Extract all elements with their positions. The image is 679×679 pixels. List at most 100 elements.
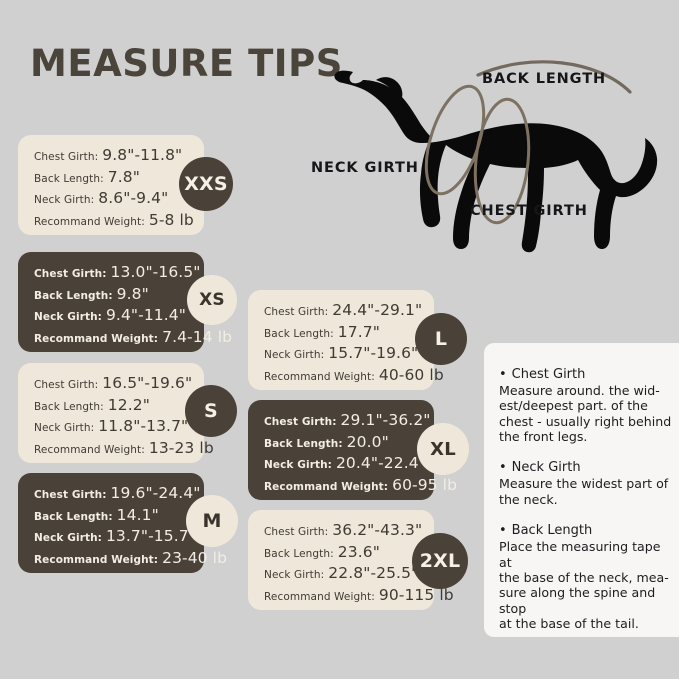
size-badge-xl[interactable]: XL bbox=[417, 423, 469, 475]
size-card-l[interactable]: Chest Girth: 24.4"-29.1" Back Length: 17… bbox=[248, 290, 444, 390]
spec-value: 5-8 lb bbox=[148, 210, 194, 229]
spec-label: Back Length: bbox=[34, 289, 113, 302]
spec-label: Chest Girth: bbox=[34, 379, 99, 391]
spec-value: 13-23 lb bbox=[148, 438, 214, 457]
spec-value: 9.8" bbox=[116, 284, 149, 303]
spec-row-neck-girth: Neck Girth: 11.8"-13.7" bbox=[34, 417, 189, 435]
spec-row-chest-girth: Chest Girth: 13.0"-16.5" bbox=[34, 264, 200, 281]
spec-label: Back Length: bbox=[264, 547, 334, 560]
spec-label: Recommand Weight: bbox=[34, 332, 159, 345]
bullet-icon: • bbox=[499, 367, 507, 382]
spec-value: 20.4"-22.4" bbox=[335, 454, 426, 472]
size-card-xs[interactable]: Chest Girth: 13.0"-16.5" Back Length: 9.… bbox=[18, 252, 232, 352]
spec-row-chest-girth: Chest Girth: 36.2"-43.3" bbox=[264, 522, 422, 539]
spec-label: Recommand Weight: bbox=[34, 215, 145, 228]
size-card-2xl[interactable]: Chest Girth: 36.2"-43.3" Back Length: 23… bbox=[248, 510, 454, 610]
instruction-body: Measure the widest part of the neck. bbox=[499, 476, 669, 507]
spec-value: 24.4"-29.1" bbox=[332, 301, 423, 319]
spec-value: 16.5"-19.6" bbox=[102, 374, 193, 392]
spec-row-back-length: Back Length: 7.8" bbox=[34, 167, 188, 186]
spec-row-recommand-weight: Recommand Weight: 13-23 lb bbox=[34, 440, 214, 457]
spec-label: Chest Girth: bbox=[34, 151, 99, 163]
spec-value: 13.0"-16.5" bbox=[110, 263, 201, 281]
spec-label: Back Length: bbox=[34, 400, 104, 413]
spec-value: 7.8" bbox=[107, 167, 140, 186]
instructions-panel: • Chest Girth Measure around. the wid- es… bbox=[484, 343, 679, 637]
size-badge-label: 2XL bbox=[419, 550, 461, 572]
spec-value: 19.6"-24.4" bbox=[110, 484, 201, 502]
spec-row-neck-girth: Neck Girth: 22.8"-25.5" bbox=[264, 564, 419, 582]
instruction-body: Place the measuring tape at the base of … bbox=[499, 539, 669, 631]
spec-row-recommand-weight: Recommand Weight: 60-95 lb bbox=[264, 477, 457, 494]
size-badge-label: XS bbox=[199, 290, 225, 310]
instruction-heading: • Neck Girth bbox=[499, 460, 676, 475]
spec-row-back-length: Back Length: 23.6" bbox=[264, 542, 418, 561]
spec-value: 11.8"-13.7" bbox=[98, 417, 189, 435]
instruction-block-back-length: • Back Length Place the measuring tape at… bbox=[499, 523, 676, 631]
instruction-heading-label: Chest Girth bbox=[511, 367, 586, 382]
spec-label: Chest Girth: bbox=[34, 268, 107, 280]
spec-value: 23-40 lb bbox=[162, 548, 228, 567]
spec-row-recommand-weight: Recommand Weight: 7.4-14 lb bbox=[34, 329, 232, 346]
spec-label: Recommand Weight: bbox=[34, 443, 145, 456]
spec-label: Neck Girth: bbox=[264, 349, 325, 361]
spec-row-recommand-weight: Recommand Weight: 90-115 lb bbox=[264, 587, 454, 604]
spec-row-back-length: Back Length: 14.1" bbox=[34, 507, 188, 524]
instruction-block-neck-girth: • Neck Girth Measure the widest part of t… bbox=[499, 460, 676, 507]
spec-value: 17.7" bbox=[337, 322, 380, 341]
spec-label: Back Length: bbox=[264, 327, 334, 340]
spec-value: 29.1"-36.2" bbox=[340, 411, 431, 429]
spec-value: 9.8"-11.8" bbox=[102, 146, 183, 164]
spec-value: 22.8"-25.5" bbox=[328, 564, 419, 582]
spec-label: Neck Girth: bbox=[34, 532, 102, 544]
size-card-m[interactable]: Chest Girth: 19.6"-24.4" Back Length: 14… bbox=[18, 473, 227, 573]
spec-label: Neck Girth: bbox=[34, 194, 95, 206]
size-badge-label: XXS bbox=[184, 173, 228, 195]
spec-label: Recommand Weight: bbox=[34, 553, 159, 566]
spec-row-recommand-weight: Recommand Weight: 23-40 lb bbox=[34, 550, 227, 567]
size-badge-l[interactable]: L bbox=[415, 313, 467, 365]
spec-row-chest-girth: Chest Girth: 16.5"-19.6" bbox=[34, 375, 192, 392]
spec-label: Chest Girth: bbox=[264, 306, 329, 318]
spec-label: Chest Girth: bbox=[34, 489, 107, 501]
spec-value: 13.7"-15.7" bbox=[105, 527, 196, 545]
spec-value: 90-115 lb bbox=[378, 585, 454, 604]
spec-value: 40-60 lb bbox=[378, 365, 444, 384]
spec-row-neck-girth: Neck Girth: 8.6"-9.4" bbox=[34, 190, 188, 207]
size-card-s[interactable]: Chest Girth: 16.5"-19.6" Back Length: 12… bbox=[18, 363, 214, 463]
spec-label: Back Length: bbox=[34, 172, 104, 185]
diagram-label-neck-girth: NECK GIRTH bbox=[311, 160, 419, 176]
spec-row-neck-girth: Neck Girth: 13.7"-15.7" bbox=[34, 528, 196, 545]
spec-row-chest-girth: Chest Girth: 9.8"-11.8" bbox=[34, 146, 188, 164]
spec-label: Neck Girth: bbox=[34, 311, 102, 323]
spec-value: 60-95 lb bbox=[392, 475, 458, 494]
instruction-heading-label: Neck Girth bbox=[511, 460, 581, 476]
size-badge-2xl[interactable]: 2XL bbox=[412, 533, 468, 589]
size-badge-xs[interactable]: XS bbox=[187, 275, 237, 325]
spec-label: Chest Girth: bbox=[264, 526, 329, 538]
dog-silhouette-icon bbox=[330, 30, 679, 255]
instruction-heading: • Back Length bbox=[499, 523, 676, 538]
diagram-label-chest-girth: CHEST GIRTH bbox=[470, 203, 588, 219]
size-badge-xxs[interactable]: XXS bbox=[179, 157, 233, 211]
spec-row-chest-girth: Chest Girth: 24.4"-29.1" bbox=[264, 302, 422, 319]
spec-value: 36.2"-43.3" bbox=[332, 521, 423, 539]
spec-value: 7.4-14 lb bbox=[162, 327, 233, 346]
spec-label: Neck Girth: bbox=[34, 422, 95, 434]
size-badge-label: M bbox=[202, 510, 222, 532]
size-badge-m[interactable]: M bbox=[186, 495, 238, 547]
instruction-heading: • Chest Girth bbox=[499, 367, 676, 382]
size-badge-s[interactable]: S bbox=[185, 385, 237, 437]
spec-label: Chest Girth: bbox=[264, 416, 337, 428]
size-card-xxs[interactable]: Chest Girth: 9.8"-11.8" Back Length: 7.8… bbox=[18, 135, 204, 235]
diagram-label-back-length: BACK LENGTH bbox=[482, 71, 607, 87]
bullet-icon: • bbox=[499, 523, 507, 539]
spec-label: Recommand Weight: bbox=[264, 480, 389, 493]
spec-value: 12.2" bbox=[107, 395, 150, 414]
size-badge-label: L bbox=[434, 328, 448, 350]
size-card-xl[interactable]: Chest Girth: 29.1"-36.2" Back Length: 20… bbox=[248, 400, 457, 500]
instruction-heading-label: Back Length bbox=[511, 523, 593, 539]
spec-value: 23.6" bbox=[337, 542, 380, 561]
spec-row-chest-girth: Chest Girth: 29.1"-36.2" bbox=[264, 412, 430, 429]
